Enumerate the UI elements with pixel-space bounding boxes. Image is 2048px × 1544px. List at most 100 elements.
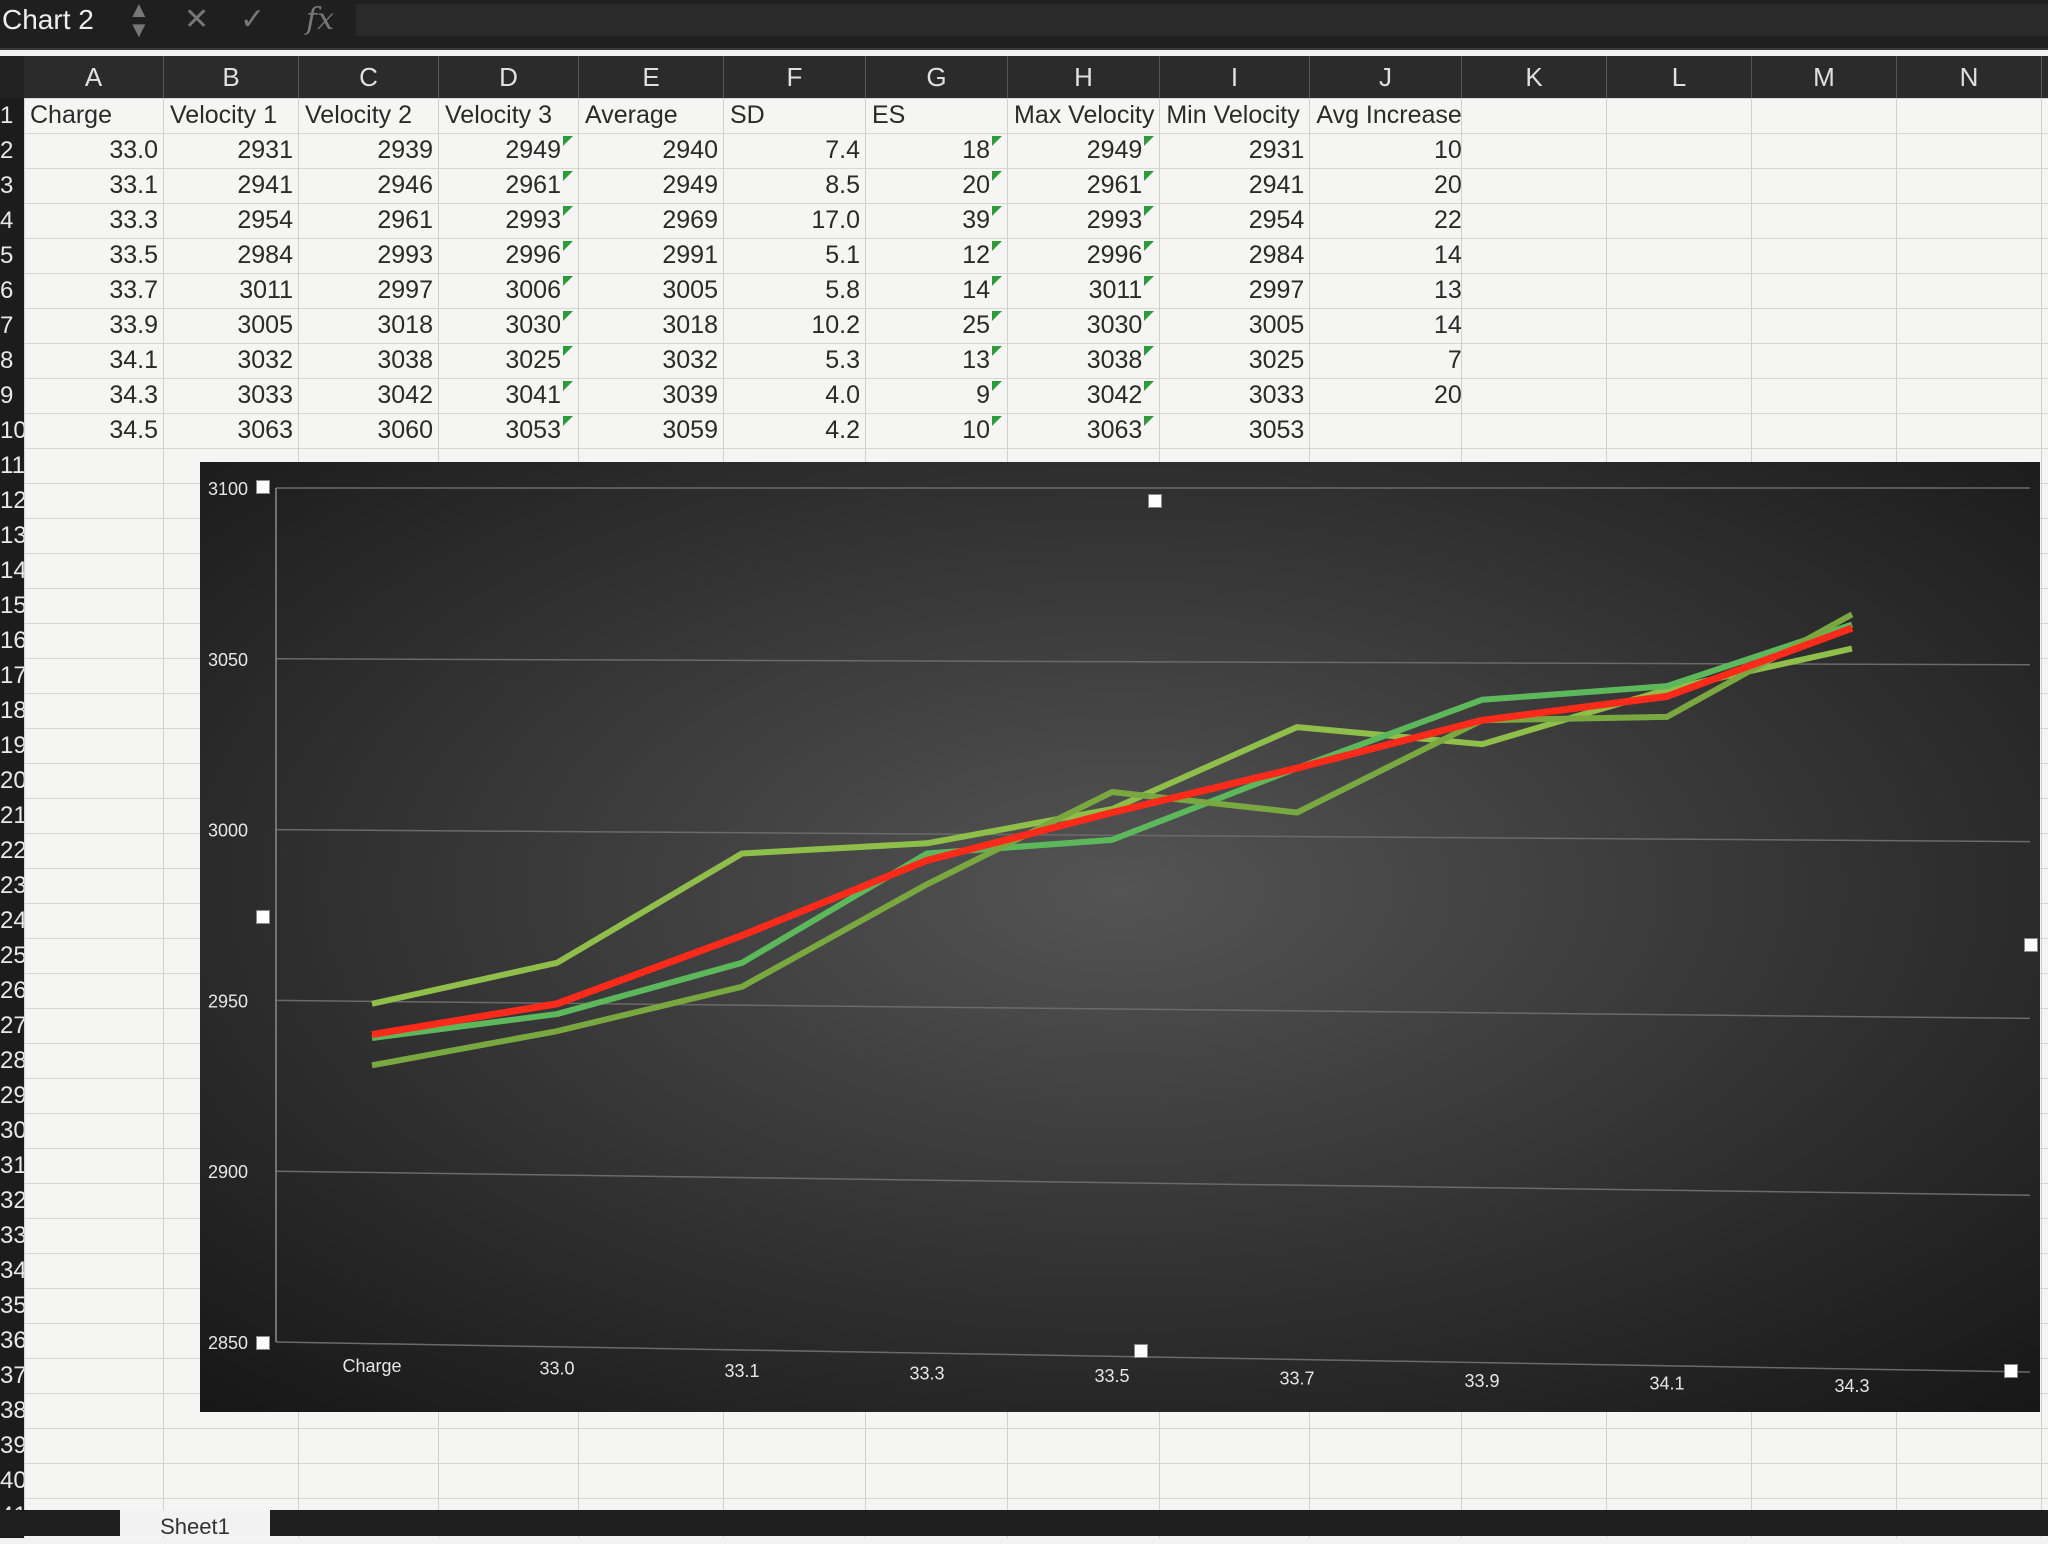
- table-cell[interactable]: 2996: [439, 238, 579, 273]
- table-cell[interactable]: 3063: [1008, 413, 1160, 448]
- plot-area-handle[interactable]: [2004, 1364, 2018, 1378]
- column-header-h[interactable]: H: [1008, 56, 1160, 98]
- check-icon[interactable]: ✓: [240, 3, 266, 36]
- series-line-velocity-2[interactable]: [371, 621, 1853, 1041]
- table-cell[interactable]: 3059: [579, 413, 724, 448]
- table-cell[interactable]: 13: [1310, 273, 1467, 308]
- plot-area-handle[interactable]: [1148, 494, 1162, 508]
- select-all-corner[interactable]: [0, 56, 24, 98]
- table-cell[interactable]: 2996: [1008, 238, 1160, 273]
- row-header[interactable]: 5: [0, 242, 14, 269]
- row-header[interactable]: 21: [0, 802, 24, 829]
- table-cell[interactable]: 3032: [579, 343, 724, 378]
- row-header[interactable]: 18: [0, 697, 24, 724]
- row-header[interactable]: 13: [0, 522, 24, 549]
- column-header-j[interactable]: J: [1310, 56, 1462, 98]
- table-cell[interactable]: 34.5: [24, 413, 164, 448]
- error-flag-icon[interactable]: [1144, 241, 1155, 251]
- table-cell[interactable]: 3011: [1008, 273, 1160, 308]
- table-cell[interactable]: 3032: [164, 343, 299, 378]
- row-header[interactable]: 39: [0, 1432, 24, 1459]
- row-header[interactable]: 14: [0, 557, 24, 584]
- error-flag-icon[interactable]: [1144, 171, 1155, 181]
- row-header[interactable]: 25: [0, 942, 24, 969]
- error-flag-icon[interactable]: [563, 346, 573, 356]
- error-flag-icon[interactable]: [992, 416, 1002, 426]
- table-cell[interactable]: 3025: [1160, 343, 1310, 378]
- table-cell[interactable]: 20: [1310, 378, 1467, 413]
- column-header-k[interactable]: K: [1462, 56, 1607, 98]
- table-cell[interactable]: 7.4: [724, 133, 866, 168]
- column-header-d[interactable]: D: [439, 56, 579, 98]
- column-header-i[interactable]: I: [1160, 56, 1310, 98]
- plot-area-handle[interactable]: [256, 480, 270, 494]
- table-cell[interactable]: 2954: [164, 203, 299, 238]
- row-header[interactable]: 26: [0, 977, 24, 1004]
- error-flag-icon[interactable]: [563, 381, 573, 391]
- table-cell[interactable]: 2993: [439, 203, 579, 238]
- column-header-e[interactable]: E: [579, 56, 724, 98]
- table-cell[interactable]: 10: [1310, 133, 1467, 168]
- formula-input[interactable]: [356, 4, 2048, 36]
- table-cell[interactable]: 33.0: [24, 133, 164, 168]
- table-cell[interactable]: 5.3: [724, 343, 866, 378]
- row-header[interactable]: 9: [0, 382, 14, 409]
- table-cell[interactable]: 2949: [1008, 133, 1160, 168]
- table-cell[interactable]: 33.1: [24, 168, 164, 203]
- column-header-l[interactable]: L: [1607, 56, 1752, 98]
- table-cell[interactable]: 8.5: [724, 168, 866, 203]
- table-cell[interactable]: 5.1: [724, 238, 866, 273]
- column-title[interactable]: Charge: [24, 98, 164, 133]
- table-cell[interactable]: 3041: [439, 378, 579, 413]
- table-cell[interactable]: 2984: [164, 238, 299, 273]
- column-title[interactable]: SD: [724, 98, 866, 133]
- row-header[interactable]: 2: [0, 137, 14, 164]
- error-flag-icon[interactable]: [563, 311, 573, 321]
- row-header[interactable]: 16: [0, 627, 24, 654]
- table-cell[interactable]: 3011: [164, 273, 299, 308]
- table-cell[interactable]: 33.7: [24, 273, 164, 308]
- name-box[interactable]: Chart 2: [2, 4, 94, 35]
- table-cell[interactable]: 3030: [1008, 308, 1160, 343]
- table-cell[interactable]: 14: [1310, 308, 1467, 343]
- column-title[interactable]: Min Velocity: [1160, 98, 1310, 133]
- table-cell[interactable]: 2931: [1160, 133, 1310, 168]
- chart-background[interactable]: [200, 462, 2040, 1412]
- table-cell[interactable]: 2941: [164, 168, 299, 203]
- row-header[interactable]: 34: [0, 1257, 24, 1284]
- table-cell[interactable]: 33.9: [24, 308, 164, 343]
- chart[interactable]: 3100 3050 3000 2950 2900 2850 Charge 33.0 33.1 3…: [200, 462, 2040, 1412]
- row-header[interactable]: 30: [0, 1117, 24, 1144]
- table-cell[interactable]: 2931: [164, 133, 299, 168]
- column-title[interactable]: Max Velocity: [1008, 98, 1160, 133]
- row-header[interactable]: 7: [0, 312, 14, 339]
- table-cell[interactable]: 2991: [579, 238, 724, 273]
- error-flag-icon[interactable]: [992, 206, 1002, 216]
- row-header[interactable]: 12: [0, 487, 24, 514]
- error-flag-icon[interactable]: [992, 346, 1002, 356]
- row-header[interactable]: 37: [0, 1362, 24, 1389]
- row-header[interactable]: 29: [0, 1082, 24, 1109]
- error-flag-icon[interactable]: [563, 416, 573, 426]
- table-cell[interactable]: 34.3: [24, 378, 164, 413]
- table-cell[interactable]: 2954: [1160, 203, 1310, 238]
- row-header[interactable]: 1: [0, 102, 14, 129]
- table-cell[interactable]: 2997: [299, 273, 439, 308]
- table-cell[interactable]: 22: [1310, 203, 1467, 238]
- table-cell[interactable]: 2939: [299, 133, 439, 168]
- error-flag-icon[interactable]: [1144, 136, 1155, 146]
- column-header-m[interactable]: M: [1752, 56, 1897, 98]
- row-header[interactable]: 4: [0, 207, 14, 234]
- table-cell[interactable]: 34.1: [24, 343, 164, 378]
- column-header-a[interactable]: A: [24, 56, 164, 98]
- series-line-velocity-3[interactable]: [371, 611, 1854, 1069]
- table-cell[interactable]: [1310, 413, 1467, 448]
- column-title[interactable]: Velocity 1: [164, 98, 299, 133]
- row-header[interactable]: 8: [0, 347, 14, 374]
- table-cell[interactable]: 13: [866, 343, 1008, 378]
- error-flag-icon[interactable]: [992, 136, 1002, 146]
- table-cell[interactable]: 12: [866, 238, 1008, 273]
- plot-area-handle[interactable]: [256, 1336, 270, 1350]
- row-header[interactable]: 15: [0, 592, 24, 619]
- error-flag-icon[interactable]: [563, 206, 573, 216]
